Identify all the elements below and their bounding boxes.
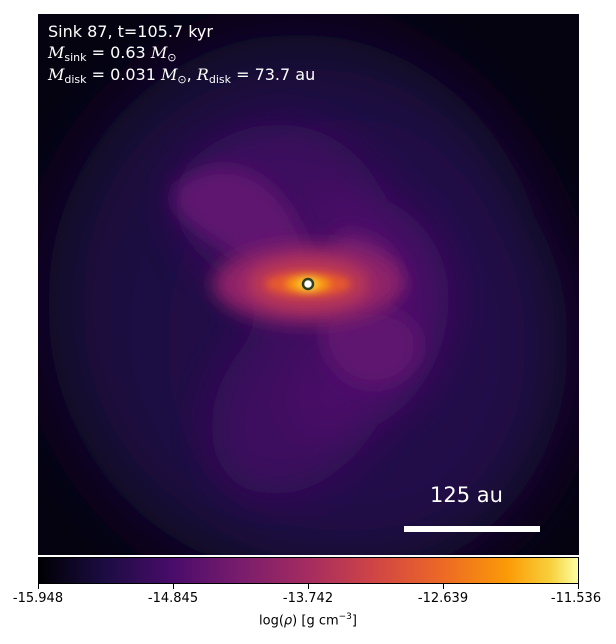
colorbar-tick — [173, 584, 174, 589]
colorbar-tick-label: -15.948 — [12, 591, 64, 606]
colorbar-axis-label: log(ρ) [g cm−3] — [259, 612, 357, 629]
colorbar — [38, 557, 579, 584]
sink-marker — [301, 277, 315, 291]
colorbar-tick — [308, 584, 309, 589]
colorbar-tick — [38, 584, 39, 589]
disk-mass-value: 0.031 — [110, 65, 156, 84]
colorbar-tick-label: -13.742 — [282, 591, 334, 606]
sink-mass-text: Msink = 0.63 M⊙ — [48, 43, 177, 64]
sink-title: Sink 87, t=105.7 kyr — [48, 22, 213, 41]
colorbar-tick — [578, 584, 579, 589]
disk-radius-value: 73.7 — [254, 65, 291, 84]
colorbar-tick-label: -12.639 — [417, 591, 469, 606]
colorbar-tick-label: -11.536 — [550, 591, 602, 606]
sink-mass-value: 0.63 — [110, 43, 146, 62]
scale-bar — [404, 526, 540, 532]
colorbar-tick — [443, 584, 444, 589]
colorbar-tick-label: -14.845 — [147, 591, 199, 606]
disk-radius-unit: au — [295, 65, 316, 84]
density-map — [38, 14, 579, 555]
density-map-panel: Sink 87, t=105.7 kyr Msink = 0.63 M⊙ Mdi… — [38, 14, 579, 555]
colorbar-unit: g cm — [306, 613, 339, 629]
disk-properties-text: Mdisk = 0.031 M⊙, Rdisk = 73.7 au — [48, 65, 316, 86]
scale-bar-label: 125 au — [430, 483, 503, 507]
